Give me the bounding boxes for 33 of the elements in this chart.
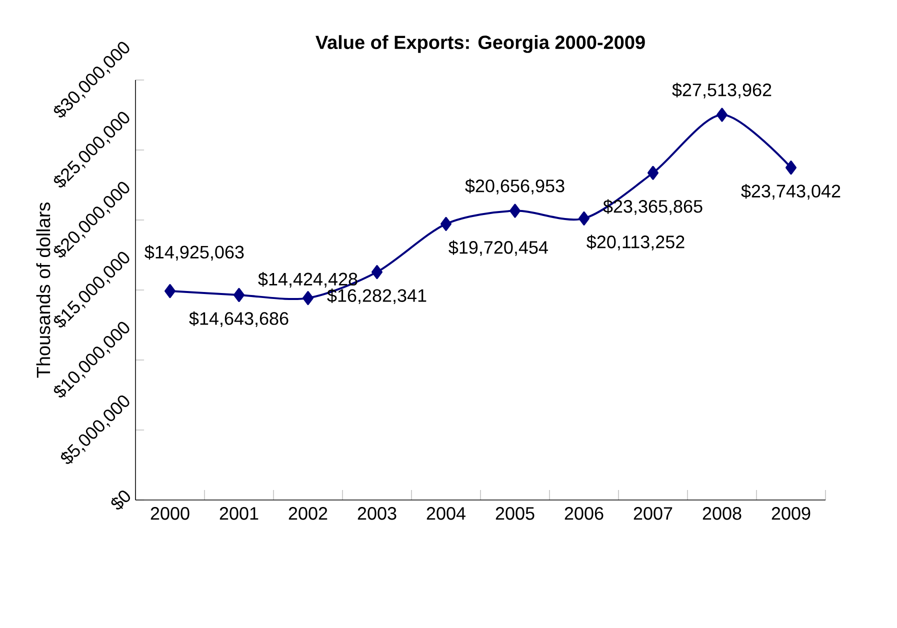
data-label: $16,282,341	[327, 288, 426, 304]
point	[578, 211, 590, 226]
x-tick-label: 2003	[358, 507, 396, 520]
x-tick-label: 2000	[150, 507, 190, 520]
point	[716, 108, 728, 122]
x-tick-label: 2008	[702, 507, 742, 520]
x-tick-label: 2006	[564, 507, 604, 520]
y-axis-title: Thousands of dollars	[36, 202, 50, 378]
data-label: $14,643,686	[189, 311, 288, 327]
point	[648, 166, 659, 180]
point	[372, 265, 383, 280]
chart-title: Value of Exports: Georgia 2000-2009	[316, 35, 645, 53]
point	[302, 291, 314, 306]
point	[234, 288, 245, 302]
x-tick-label: 2009	[772, 507, 810, 520]
data-label: $20,656,953	[465, 178, 564, 194]
x-tick-label: 2007	[634, 507, 672, 520]
data-label: $27,513,962	[672, 82, 772, 98]
data-label: $20,113,252	[586, 234, 684, 250]
x-tick-label: 2001	[220, 507, 258, 520]
data-label: $19,720,454	[448, 240, 548, 256]
point	[164, 284, 176, 298]
point	[440, 216, 452, 231]
x-tick-label: 2002	[288, 507, 328, 520]
y-tick-label: $0	[111, 490, 130, 510]
data-label: $14,925,063	[144, 245, 244, 261]
x-tick-label: 2005	[496, 507, 534, 520]
data-label: $23,365,865	[603, 199, 702, 215]
point	[510, 204, 521, 218]
data-label: $23,743,042	[741, 184, 840, 200]
data-label: $14,424,428	[258, 272, 358, 288]
x-tick-label: 2004	[426, 507, 466, 520]
point	[786, 160, 797, 175]
